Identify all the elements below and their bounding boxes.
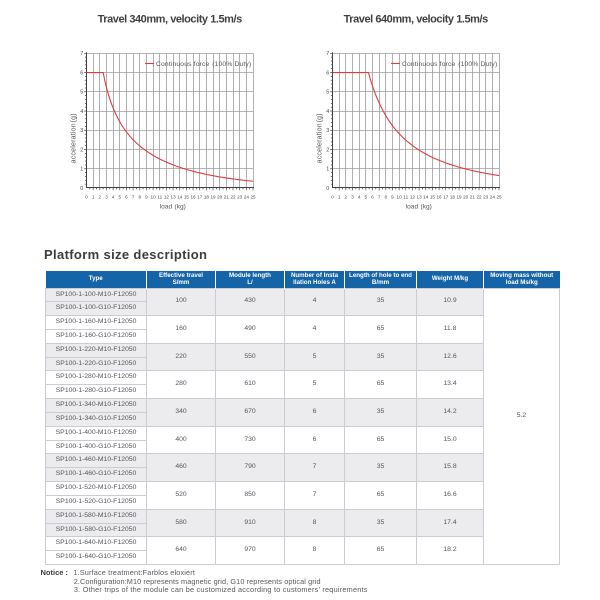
svg-text:6: 6	[125, 195, 128, 200]
svg-text:5: 5	[119, 195, 122, 200]
svg-text:19: 19	[210, 195, 216, 200]
svg-text:load (kg): load (kg)	[406, 204, 432, 211]
svg-text:12: 12	[164, 195, 170, 200]
svg-text:acceleration (g): acceleration (g)	[317, 113, 324, 163]
svg-text:6: 6	[326, 70, 329, 76]
svg-text:17: 17	[443, 195, 449, 200]
svg-text:3: 3	[80, 128, 83, 134]
svg-text:2: 2	[345, 195, 348, 200]
svg-text:24: 24	[244, 195, 250, 200]
svg-text:21: 21	[470, 195, 476, 200]
svg-text:2: 2	[326, 147, 329, 153]
svg-text:3: 3	[351, 195, 354, 200]
svg-text:1: 1	[326, 167, 329, 173]
svg-text:7: 7	[378, 195, 381, 200]
svg-text:Travel 340mm, velocity 1.5m/s: Travel 340mm, velocity 1.5m/s	[98, 13, 242, 25]
svg-text:9: 9	[145, 195, 148, 200]
svg-text:4: 4	[80, 109, 83, 115]
svg-text:6: 6	[371, 195, 374, 200]
svg-text:1: 1	[92, 195, 95, 200]
svg-text:17: 17	[197, 195, 203, 200]
svg-text:10: 10	[151, 195, 157, 200]
svg-text:0: 0	[326, 186, 329, 192]
svg-text:16: 16	[190, 195, 196, 200]
svg-text:1: 1	[338, 195, 341, 200]
svg-text:12: 12	[410, 195, 416, 200]
svg-text:22: 22	[230, 195, 236, 200]
svg-text:15: 15	[430, 195, 436, 200]
svg-text:22: 22	[476, 195, 482, 200]
svg-text:15: 15	[184, 195, 190, 200]
svg-text:5: 5	[365, 195, 368, 200]
svg-text:4: 4	[326, 109, 329, 115]
svg-text:8: 8	[384, 195, 387, 200]
svg-text:Travel 640mm, velocity 1.5m/s: Travel 640mm, velocity 1.5m/s	[344, 13, 488, 25]
svg-text:20: 20	[217, 195, 223, 200]
svg-text:0: 0	[80, 186, 83, 192]
svg-text:23: 23	[483, 195, 489, 200]
svg-text:3: 3	[105, 195, 108, 200]
svg-text:0: 0	[331, 195, 334, 200]
svg-text:25: 25	[250, 195, 256, 200]
svg-text:4: 4	[358, 195, 361, 200]
svg-text:21: 21	[224, 195, 230, 200]
svg-text:14: 14	[423, 195, 429, 200]
svg-text:1: 1	[80, 167, 83, 173]
svg-text:18: 18	[204, 195, 210, 200]
svg-text:23: 23	[237, 195, 243, 200]
svg-text:2: 2	[80, 147, 83, 153]
svg-text:10: 10	[397, 195, 403, 200]
svg-text:6: 6	[80, 70, 83, 76]
svg-text:Continuous force (100% Duty): Continuous force (100% Duty)	[156, 61, 251, 68]
svg-text:18: 18	[450, 195, 456, 200]
svg-text:3: 3	[326, 128, 329, 134]
svg-text:24: 24	[490, 195, 496, 200]
svg-text:19: 19	[456, 195, 462, 200]
svg-text:load (kg): load (kg)	[160, 204, 186, 211]
svg-text:7: 7	[132, 195, 135, 200]
svg-text:5: 5	[326, 90, 329, 96]
svg-text:7: 7	[80, 51, 83, 57]
svg-text:2: 2	[99, 195, 102, 200]
svg-text:13: 13	[417, 195, 423, 200]
svg-text:8: 8	[138, 195, 141, 200]
svg-text:0: 0	[85, 195, 88, 200]
svg-text:13: 13	[171, 195, 177, 200]
svg-text:11: 11	[403, 195, 408, 200]
svg-text:9: 9	[391, 195, 394, 200]
svg-text:4: 4	[112, 195, 115, 200]
svg-text:5: 5	[80, 90, 83, 96]
svg-text:acceleration (g): acceleration (g)	[71, 113, 78, 163]
svg-text:Continuous force (100% Duty): Continuous force (100% Duty)	[402, 61, 497, 68]
svg-text:16: 16	[436, 195, 442, 200]
svg-text:25: 25	[496, 195, 502, 200]
svg-text:11: 11	[157, 195, 162, 200]
svg-text:7: 7	[326, 51, 329, 57]
svg-text:20: 20	[463, 195, 469, 200]
svg-text:14: 14	[177, 195, 183, 200]
